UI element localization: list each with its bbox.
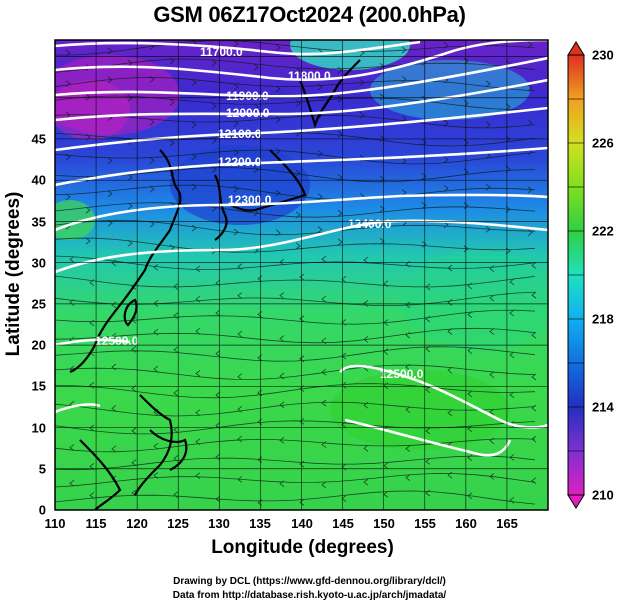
contour-label: 12000.0	[226, 106, 270, 120]
y-tick-label: 20	[31, 337, 46, 353]
y-tick-label: 15	[31, 378, 46, 394]
temperature-field	[55, 40, 548, 510]
contour-label: 12500.0	[380, 367, 424, 381]
colorbar-tick-label: 218	[592, 311, 614, 327]
x-tick-label: 140	[291, 516, 313, 531]
x-tick-label: 135	[249, 516, 271, 531]
contour-labels: 11700.0 11800.0 11900.0 12000.0 12100.0 …	[95, 45, 424, 381]
x-axis-label: Longitude (degrees)	[211, 537, 394, 558]
contour-label: 12200.0	[218, 155, 262, 169]
contour-label: 11800.0	[288, 69, 331, 83]
colorbar	[567, 41, 585, 509]
x-tick-label: 130	[208, 516, 230, 531]
x-tick-label: 165	[496, 516, 518, 531]
y-tick-label: 40	[31, 172, 46, 188]
y-tick-label: 10	[31, 420, 46, 436]
x-tick-label: 155	[414, 516, 436, 531]
plot-frame	[54, 39, 549, 511]
y-tick-label: 5	[38, 461, 46, 477]
y-tick-label: 0	[38, 502, 46, 518]
x-tick-label: 145	[332, 516, 354, 531]
x-tick-label: 150	[373, 516, 395, 531]
y-tick-label: 25	[31, 296, 46, 312]
colorbar-tick-label: 214	[592, 399, 614, 415]
contour-label: 12400.0	[348, 217, 392, 231]
y-tick-label: 30	[31, 255, 46, 271]
y-tick-label: 45	[31, 131, 46, 147]
colorbar-tick-label: 226	[592, 135, 614, 151]
contour-label: 12300.0	[228, 193, 272, 207]
contour-label: 12100.0	[218, 127, 262, 141]
credit-data-source: Data from http://database.rish.kyoto-u.a…	[172, 590, 447, 601]
credit-drawing: Drawing by DCL (https://www.gfd-dennou.o…	[173, 576, 446, 587]
x-tick-label: 120	[126, 516, 148, 531]
colorbar-tick-label: 230	[592, 47, 614, 63]
lat-lon-grid	[55, 40, 548, 510]
colorbar-tick-label: 222	[592, 223, 614, 239]
x-tick-label: 115	[85, 516, 107, 531]
wind-streamlines	[55, 40, 548, 506]
y-tick-label: 35	[31, 214, 46, 230]
x-tick-label: 125	[167, 516, 189, 531]
map-title: GSM 06Z17Oct2024 (200.0hPa)	[153, 2, 466, 27]
x-tick-label: 160	[455, 516, 477, 531]
contour-label: 11900.0	[226, 89, 269, 103]
x-tick-label: 110	[44, 516, 66, 531]
contour-label: 12500.0	[95, 334, 139, 348]
colorbar-tick-label: 210	[592, 487, 614, 503]
contour-label: 11700.0	[200, 45, 243, 59]
